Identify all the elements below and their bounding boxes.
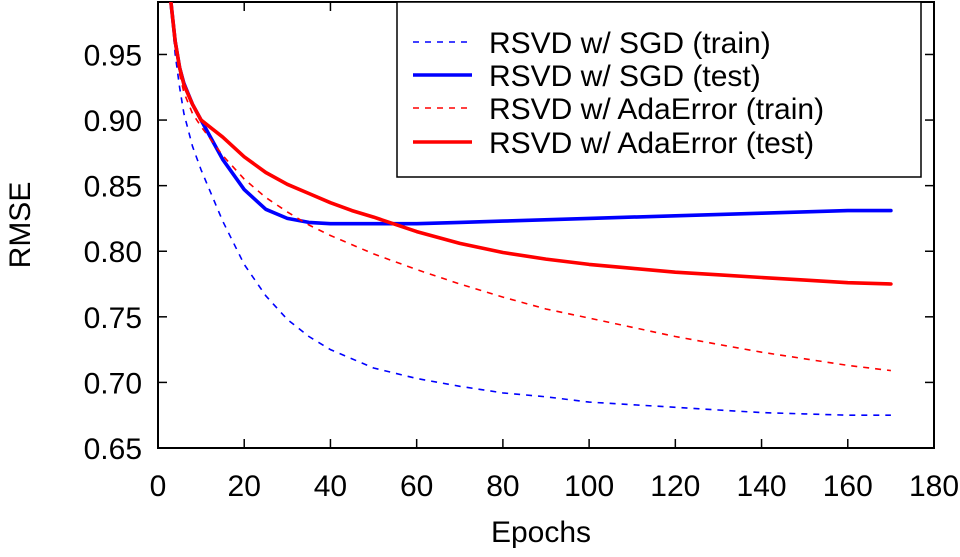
x-tick-label: 180: [909, 470, 959, 503]
y-tick-label: 0.95: [84, 39, 142, 72]
x-tick-label: 20: [228, 470, 261, 503]
y-tick-label: 0.80: [84, 236, 142, 269]
legend-label-2: RSVD w/ SGD (test): [489, 60, 761, 93]
series-line-4: [169, 2, 893, 286]
legend-label-1: RSVD w/ SGD (train): [489, 27, 771, 60]
y-tick-label: 0.75: [84, 302, 142, 335]
legend-label-4: RSVD w/ AdaError (test): [489, 127, 814, 160]
x-tick-label: 60: [400, 470, 433, 503]
series-layer: [169, 2, 893, 417]
x-axis-label: Epochs: [491, 516, 591, 549]
y-tick-label: 0.90: [84, 105, 142, 138]
x-tick-label: 140: [737, 470, 787, 503]
series-line-3: [170, 2, 891, 372]
series-line-1: [170, 2, 891, 417]
x-tick-label: 120: [650, 470, 700, 503]
y-axis-label: RMSE: [4, 182, 37, 269]
x-tick-label: 40: [314, 470, 347, 503]
x-axis-ticks: 0 20 40 60 80 100 120 140 160 180: [150, 2, 959, 503]
legend-label-3: RSVD w/ AdaError (train): [489, 93, 824, 126]
y-tick-label: 0.85: [84, 171, 142, 204]
legend-box: [396, 1, 922, 178]
x-tick-label: 100: [564, 470, 614, 503]
y-tick-label: 0.65: [84, 433, 142, 466]
x-tick-label: 0: [150, 470, 167, 503]
x-tick-label: 80: [486, 470, 519, 503]
y-tick-label: 0.70: [84, 367, 142, 400]
legend: RSVD w/ SGD (train)RSVD w/ SGD (test)RSV…: [396, 1, 922, 178]
y-axis-ticks: 0.65 0.70 0.75 0.80 0.85 0.90 0.95: [84, 39, 934, 466]
x-tick-label: 160: [823, 470, 873, 503]
